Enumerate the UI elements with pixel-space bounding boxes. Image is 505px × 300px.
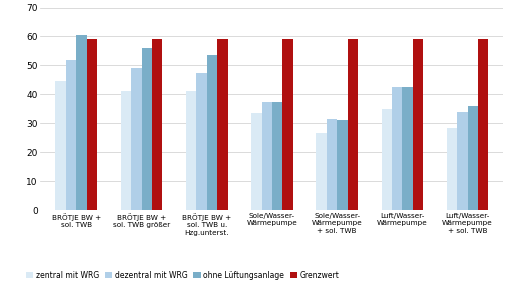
Bar xyxy=(121,92,131,210)
Bar xyxy=(347,39,358,210)
Legend: zentral mit WRG, dezentral mit WRG, ohne Lüftungsanlage, Grenzwert: zentral mit WRG, dezentral mit WRG, ohne… xyxy=(26,271,339,280)
Bar xyxy=(87,39,97,210)
Bar xyxy=(282,39,292,210)
Bar xyxy=(381,109,391,210)
Bar xyxy=(207,55,217,210)
Bar xyxy=(326,119,336,210)
Bar xyxy=(316,133,326,210)
Bar xyxy=(467,106,477,210)
Bar xyxy=(391,87,401,210)
Bar xyxy=(477,39,487,210)
Bar xyxy=(185,92,196,210)
Bar xyxy=(76,35,87,210)
Bar xyxy=(336,120,347,210)
Bar xyxy=(412,39,422,210)
Bar xyxy=(141,48,152,210)
Bar xyxy=(152,39,162,210)
Bar xyxy=(217,39,227,210)
Bar xyxy=(457,112,467,210)
Bar xyxy=(56,81,66,210)
Bar xyxy=(131,68,141,210)
Bar xyxy=(196,73,207,210)
Bar xyxy=(250,113,261,210)
Bar xyxy=(66,60,76,210)
Bar xyxy=(446,128,457,210)
Bar xyxy=(271,101,282,210)
Bar xyxy=(261,101,272,210)
Bar xyxy=(401,87,412,210)
